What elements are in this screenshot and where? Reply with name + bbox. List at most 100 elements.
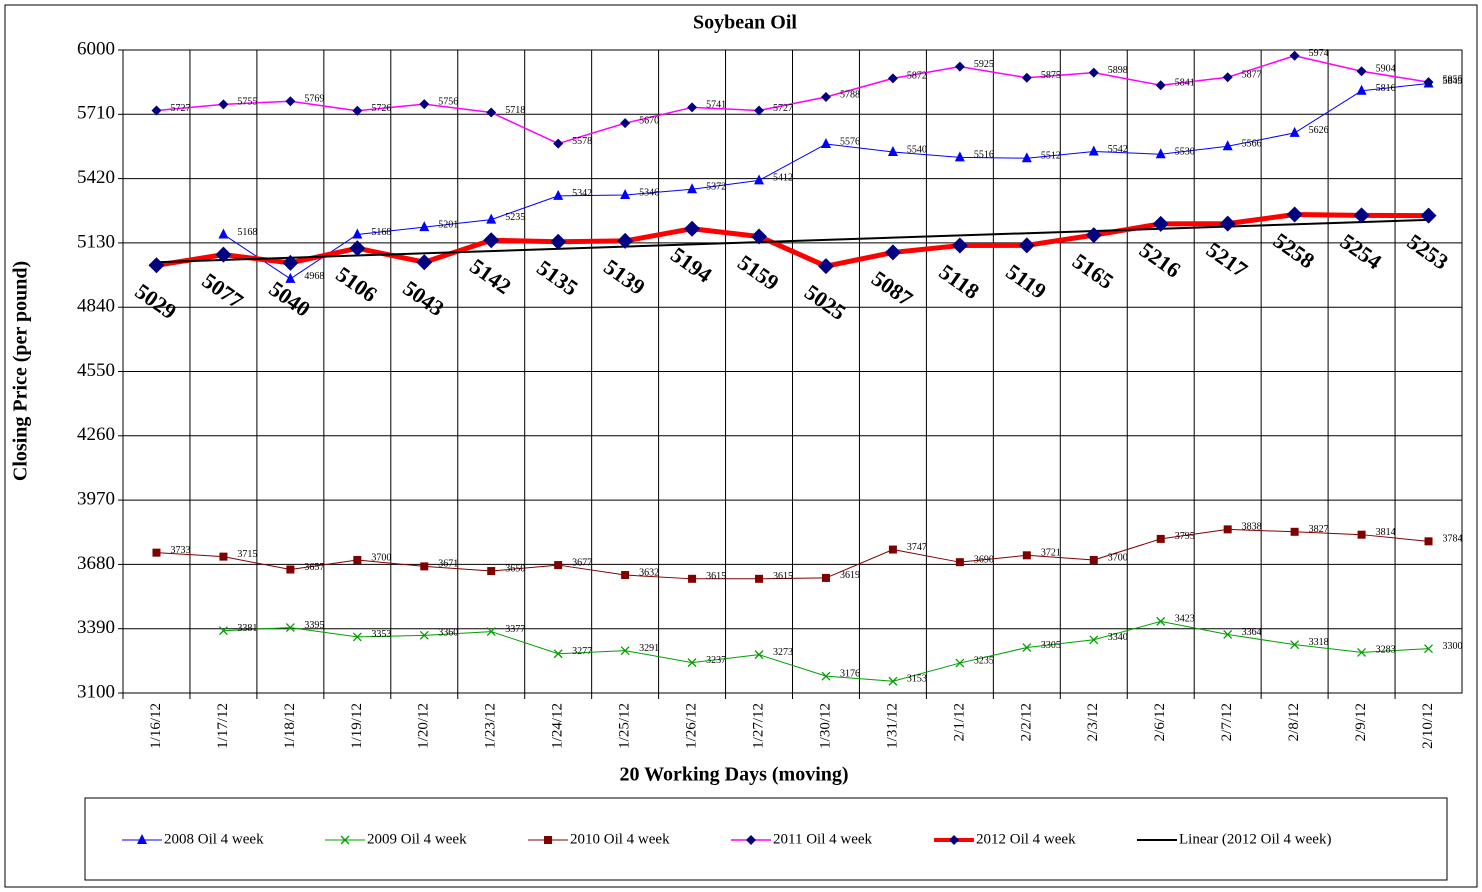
marker <box>486 107 497 118</box>
marker <box>152 548 161 557</box>
x-tick-label: 1/24/12 <box>550 703 566 749</box>
data-label: 5168 <box>237 227 257 238</box>
data-label: 5201 <box>438 219 458 230</box>
marker <box>1356 84 1367 95</box>
marker <box>285 623 295 633</box>
data-label: 3700 <box>371 552 391 563</box>
data-label: 4968 <box>304 271 324 282</box>
data-label: 3715 <box>237 549 257 560</box>
marker <box>687 183 698 194</box>
marker <box>1156 534 1165 543</box>
data-label: 3814 <box>1376 527 1396 538</box>
data-label: 5877 <box>1242 70 1262 81</box>
legend-label: 2009 Oil 4 week <box>367 831 467 847</box>
legend-label: Linear (2012 Oil 4 week) <box>1179 831 1331 847</box>
data-label: 5756 <box>438 96 458 107</box>
marker <box>1222 140 1233 151</box>
x-tick-label: 2/10/12 <box>1420 703 1436 749</box>
y-tick-label: 3390 <box>77 617 115 638</box>
data-label: 5542 <box>1108 144 1128 155</box>
data-label: 5974 <box>1309 48 1329 59</box>
marker <box>550 233 567 250</box>
marker <box>1289 50 1300 61</box>
marker <box>218 626 228 636</box>
marker <box>218 228 229 239</box>
data-label: 3395 <box>304 620 324 631</box>
marker <box>1219 215 1236 232</box>
marker <box>215 246 232 263</box>
legend-item: 2009 Oil 4 week <box>325 831 467 847</box>
data-label: 3690 <box>974 554 994 565</box>
x-tick-label: 2/8/12 <box>1286 703 1302 741</box>
data-label: 3283 <box>1376 645 1396 656</box>
marker <box>821 573 830 582</box>
data-label: 5576 <box>840 136 860 147</box>
data-label: 3360 <box>438 628 458 639</box>
marker <box>419 99 430 110</box>
marker <box>282 254 299 271</box>
marker <box>286 565 295 574</box>
data-label: 5670 <box>639 115 659 126</box>
marker <box>486 213 497 224</box>
data-label: 3721 <box>1041 548 1061 559</box>
chart-border <box>4 4 1478 888</box>
x-tick-label: 1/17/12 <box>215 703 231 749</box>
marker <box>954 61 965 72</box>
marker <box>1088 67 1099 78</box>
data-label: 3677 <box>572 557 592 568</box>
data-label: 3377 <box>505 624 525 635</box>
marker <box>340 835 350 845</box>
marker <box>1021 72 1032 83</box>
legend-box <box>84 797 1448 881</box>
x-axis-title: 20 Working Days (moving) <box>619 764 848 786</box>
y-tick-label: 4840 <box>77 296 115 317</box>
x-tick-label: 1/19/12 <box>349 703 365 749</box>
data-label: 3784 <box>1443 534 1463 545</box>
data-label: 5540 <box>907 144 927 155</box>
marker <box>553 649 563 659</box>
marker <box>1223 630 1233 639</box>
data-label: 3305 <box>1041 640 1061 651</box>
data-label: 5566 <box>1242 139 1262 150</box>
x-tick-label: 1/16/12 <box>148 703 164 749</box>
marker <box>1085 227 1102 244</box>
marker <box>419 630 429 640</box>
marker <box>285 272 296 283</box>
marker <box>1290 527 1299 536</box>
data-label: 5516 <box>974 150 994 161</box>
marker <box>884 244 901 261</box>
marker <box>1156 616 1166 626</box>
marker <box>554 561 563 570</box>
marker <box>553 138 564 149</box>
marker <box>688 574 697 583</box>
marker <box>1420 207 1437 224</box>
data-label: 5626 <box>1309 125 1329 136</box>
y-tick-label: 3100 <box>77 681 115 702</box>
data-label: 3423 <box>1175 614 1195 625</box>
marker <box>285 96 296 107</box>
marker <box>483 232 500 249</box>
marker <box>820 92 831 103</box>
y-tick-label: 3680 <box>77 553 115 574</box>
legend-label: 2008 Oil 4 week <box>164 831 264 847</box>
data-label: 3176 <box>840 668 860 679</box>
data-label: 5412 <box>773 173 793 184</box>
marker <box>620 189 631 200</box>
data-label: 3671 <box>438 559 458 570</box>
data-label: 5342 <box>572 188 592 199</box>
data-label: 5530 <box>1175 147 1195 158</box>
marker <box>617 232 634 249</box>
data-label: 3650 <box>505 563 525 574</box>
data-label: 3381 <box>237 623 257 634</box>
data-label: 5755 <box>237 97 257 108</box>
marker <box>817 258 834 275</box>
data-label: 5718 <box>505 105 525 116</box>
marker <box>1424 644 1433 654</box>
marker <box>349 240 366 257</box>
marker <box>1222 72 1233 83</box>
data-label: 5872 <box>907 71 927 82</box>
x-tick-label: 1/30/12 <box>817 703 833 749</box>
marker <box>1022 551 1031 560</box>
marker <box>755 574 764 583</box>
marker <box>887 73 898 84</box>
